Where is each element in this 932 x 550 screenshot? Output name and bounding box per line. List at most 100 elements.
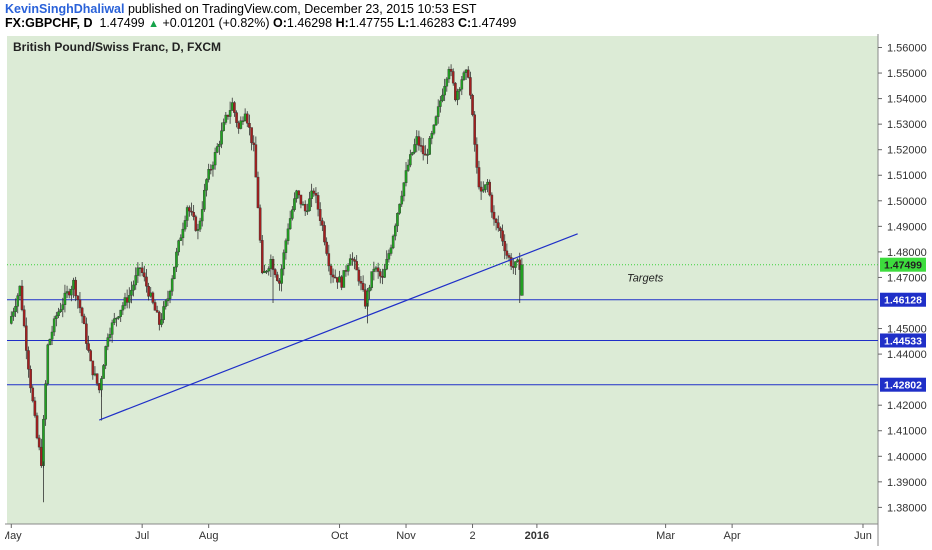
candle [353,259,356,262]
candle [321,220,324,226]
change-arrow-icon: ▲ [148,18,160,30]
last-price-tag-label: 1.47499 [884,260,922,272]
candle [31,387,35,402]
candle [20,285,24,310]
candle [95,373,99,384]
candle [346,265,350,272]
candle [299,194,303,205]
price-chart[interactable]: British Pound/Swiss Franc, D, FXCM 1.5600… [5,34,927,546]
candle [276,274,279,281]
y-tick-label: 1.42000 [887,400,927,412]
candle [428,138,431,155]
candle [89,350,92,362]
candle [336,277,339,283]
candle [233,102,236,113]
candle [162,306,165,320]
candle [501,230,504,242]
candle [140,267,144,273]
candle [514,261,517,268]
x-tick-label: Oct [331,530,348,542]
candle [48,339,52,346]
candle [295,190,298,199]
candle [91,360,95,376]
candle [280,268,283,284]
high-label: H: [335,16,349,30]
candle [76,295,80,300]
candle [325,241,328,254]
candle [224,114,228,123]
candle [291,209,294,219]
y-tick-label: 1.50000 [887,196,927,208]
candle [168,291,172,299]
candle [333,276,337,279]
candle [104,346,107,366]
candle [479,186,483,192]
candle [340,276,343,288]
candle [404,170,408,184]
candle [179,237,183,241]
candle [106,337,110,347]
candle [245,113,249,124]
candle [136,267,140,276]
symbol-label: FX:GBPCHF, D [5,16,93,30]
candle [357,269,361,282]
candle [469,77,472,96]
candle [72,279,75,290]
candle [256,176,260,209]
candle [413,144,416,153]
candle [511,266,515,268]
candle [338,276,341,283]
candle [361,283,365,290]
candle [458,88,461,92]
candle [426,154,429,156]
candle [215,146,219,153]
candle [207,169,210,180]
candle [492,211,496,220]
candle [123,297,127,306]
candle [486,181,489,185]
candle [445,78,449,87]
y-tick-label: 1.47000 [887,272,927,284]
candle [466,69,470,78]
candle [398,203,401,214]
candle [134,275,138,286]
candle [35,415,39,439]
candle [363,289,367,307]
candle [100,378,103,391]
candle [175,251,178,268]
candle [63,292,67,305]
candle [355,261,358,271]
last-candle[interactable] [520,264,524,296]
candle [434,116,438,126]
candle [203,189,206,210]
candle [67,291,71,296]
candle [209,169,213,171]
candle [387,253,391,260]
candle [439,100,442,107]
author-link[interactable]: KevinSinghDhaliwal [5,2,125,16]
candle [460,79,464,90]
y-tick-label: 1.38000 [887,502,927,514]
chart-container[interactable]: British Pound/Swiss Franc, D, FXCM 1.5600… [5,34,927,546]
candle [484,184,487,190]
candle [473,114,476,145]
candle [464,69,468,73]
trendline[interactable] [99,233,578,421]
plot-area[interactable] [7,36,878,524]
candle [14,306,17,312]
candle [370,271,374,288]
open-value: 1.46298 [286,16,333,30]
candle [220,130,223,145]
candle [59,309,62,313]
candle [481,189,485,192]
candle [33,400,37,416]
candle [61,304,65,310]
candle [213,152,217,166]
y-tick-label: 1.48000 [887,247,927,259]
targets-annotation: Targets [627,272,664,284]
level-price-tag-label: 1.46128 [884,295,922,307]
candle [516,259,519,262]
candle [112,318,116,323]
candle [46,344,50,384]
candle [312,190,316,194]
